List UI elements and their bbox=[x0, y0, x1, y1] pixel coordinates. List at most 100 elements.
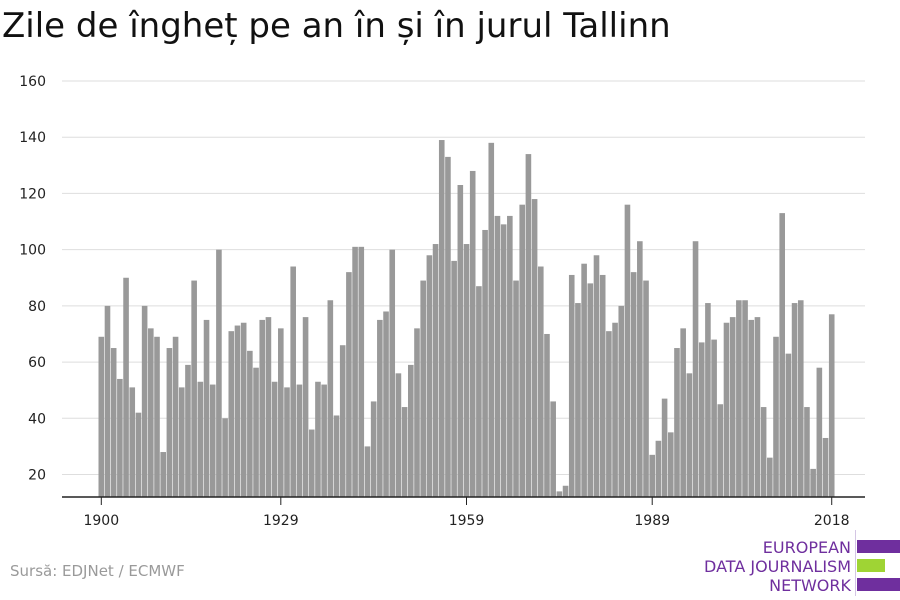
bar-1913 bbox=[178, 387, 185, 497]
bar-1971 bbox=[537, 266, 544, 497]
bar-1908 bbox=[148, 328, 154, 497]
bar-1914 bbox=[185, 364, 191, 497]
bar-1998 bbox=[705, 303, 711, 497]
bar-2003 bbox=[736, 300, 742, 497]
bar-2015 bbox=[810, 468, 816, 497]
y-tick-label-20: 20 bbox=[28, 468, 46, 484]
x-tick-label-1959: 1959 bbox=[449, 513, 485, 529]
logo-bar-purple-bottom bbox=[857, 578, 900, 591]
bar-1915 bbox=[191, 280, 197, 497]
bar-1917 bbox=[203, 319, 210, 497]
frost-days-bar-chart: 20 40 60 80 100 120 140 160 1900 1929 1959 1989 2018 bbox=[19, 74, 865, 529]
bar-1963 bbox=[488, 142, 495, 498]
bar-1952 bbox=[420, 280, 426, 497]
y-tick-label-60: 60 bbox=[28, 355, 46, 371]
bar-1943 bbox=[364, 446, 371, 497]
bar-1903 bbox=[117, 378, 123, 497]
x-tick-label-2018: 2018 bbox=[814, 513, 850, 529]
chart-title: Zile de îngheț pe an în și în jurul Tall… bbox=[2, 6, 671, 46]
bar-1905 bbox=[129, 387, 136, 497]
bar-1919 bbox=[216, 249, 222, 497]
logo-text-european: EUROPEAN bbox=[762, 538, 851, 557]
bar-1944 bbox=[370, 401, 377, 497]
source-note: Sursă: EDJNet / ECMWF bbox=[10, 562, 185, 580]
bar-1910 bbox=[160, 452, 166, 497]
bar-1961 bbox=[476, 286, 482, 497]
bar-1912 bbox=[172, 336, 179, 497]
bar-1992 bbox=[667, 432, 674, 497]
bar-1947 bbox=[389, 249, 396, 497]
bar-2009 bbox=[773, 336, 779, 497]
bar-1986 bbox=[630, 272, 637, 497]
bar-1906 bbox=[135, 412, 142, 497]
logo-text-network: NETWORK bbox=[769, 576, 851, 595]
bar-1929 bbox=[278, 328, 284, 497]
y-tick-label-160: 160 bbox=[19, 74, 46, 90]
bar-2004 bbox=[742, 300, 748, 497]
bar-1923 bbox=[240, 322, 247, 497]
bar-2002 bbox=[729, 317, 736, 497]
bar-1993 bbox=[674, 348, 680, 497]
bar-1966 bbox=[507, 215, 513, 497]
bar-1925 bbox=[253, 367, 259, 497]
y-tick-label-140: 140 bbox=[19, 130, 46, 146]
bar-1978 bbox=[581, 263, 587, 497]
bar-1965 bbox=[500, 224, 507, 497]
bar-1945 bbox=[377, 319, 383, 497]
bar-2006 bbox=[754, 317, 761, 497]
bar-1931 bbox=[290, 266, 296, 497]
bar-1948 bbox=[395, 373, 402, 497]
bar-2008 bbox=[767, 457, 773, 497]
bar-1980 bbox=[593, 255, 600, 497]
tick-labels: 20 40 60 80 100 120 140 160 1900 1929 1959 1989 2018 bbox=[19, 74, 849, 529]
bar-1990 bbox=[655, 440, 662, 497]
bar-1984 bbox=[618, 305, 625, 497]
bar-2001 bbox=[723, 322, 730, 497]
bar-2011 bbox=[785, 353, 792, 497]
bar-1989 bbox=[649, 454, 656, 497]
bar-1942 bbox=[358, 246, 365, 497]
bar-1999 bbox=[711, 339, 717, 497]
bar-1976 bbox=[568, 274, 575, 497]
bar-1985 bbox=[624, 204, 631, 498]
bar-1924 bbox=[247, 350, 253, 497]
bar-1918 bbox=[209, 384, 216, 497]
bar-1938 bbox=[333, 415, 340, 497]
bar-1958 bbox=[457, 185, 464, 497]
logo-bar-green bbox=[857, 559, 885, 572]
bar-1996 bbox=[692, 241, 699, 497]
bar-1932 bbox=[296, 384, 303, 497]
bar-1916 bbox=[197, 381, 204, 497]
bar-1964 bbox=[494, 215, 501, 497]
bar-1936 bbox=[321, 384, 327, 497]
bar-1922 bbox=[234, 325, 241, 497]
bar-2007 bbox=[760, 407, 767, 497]
bar-1959 bbox=[463, 244, 470, 497]
bar-2013 bbox=[797, 300, 804, 497]
bar-1904 bbox=[123, 277, 129, 497]
bar-1940 bbox=[346, 272, 352, 497]
bar-1981 bbox=[599, 274, 606, 497]
bar-1949 bbox=[401, 407, 408, 497]
x-axis bbox=[62, 496, 865, 505]
bar-2010 bbox=[779, 213, 785, 498]
bar-2012 bbox=[791, 303, 798, 497]
bar-1928 bbox=[271, 381, 278, 497]
bar-2016 bbox=[816, 367, 823, 497]
y-tick-label-120: 120 bbox=[19, 186, 46, 202]
bar-1955 bbox=[438, 140, 445, 497]
bar-1988 bbox=[643, 280, 649, 497]
bar-1951 bbox=[414, 328, 420, 497]
bar-1960 bbox=[469, 170, 476, 497]
bar-1911 bbox=[166, 348, 173, 497]
bar-1935 bbox=[315, 381, 321, 497]
bar-1979 bbox=[587, 283, 594, 497]
bar-2017 bbox=[822, 437, 829, 497]
bar-1995 bbox=[686, 373, 693, 497]
bar-1934 bbox=[308, 429, 315, 497]
bar-1953 bbox=[426, 255, 433, 497]
bar-1982 bbox=[606, 331, 612, 497]
bar-1927 bbox=[265, 317, 272, 497]
bar-1941 bbox=[352, 246, 358, 497]
bar-1900 bbox=[98, 336, 105, 497]
